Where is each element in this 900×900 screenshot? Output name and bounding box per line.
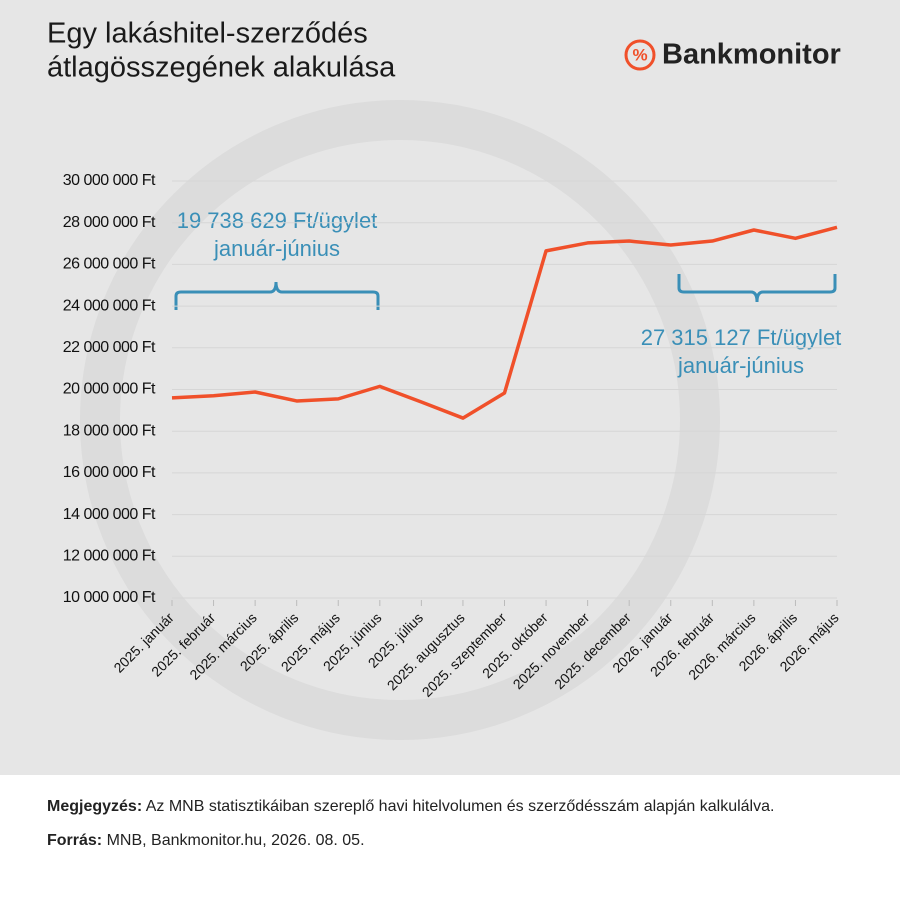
- annotation: 19 738 629 Ft/ügylet: [177, 208, 378, 233]
- y-tick-label: 30 000 000 Ft: [63, 172, 156, 189]
- chart-title: Egy lakáshitel-szerződés: [47, 18, 368, 50]
- chart-title: átlagösszegének alakulása: [47, 52, 396, 84]
- logo-icon: [624, 39, 656, 71]
- y-tick-label: 10 000 000 Ft: [63, 589, 156, 606]
- logo-text: Bankmonitor: [662, 39, 841, 71]
- y-tick-label: 12 000 000 Ft: [63, 548, 156, 565]
- y-tick-label: 18 000 000 Ft: [63, 422, 156, 439]
- y-tick-label: 22 000 000 Ft: [63, 339, 156, 356]
- y-tick-label: 14 000 000 Ft: [63, 506, 156, 523]
- line: [171, 225, 838, 420]
- watermark: [80, 100, 720, 740]
- y-tick-label: 20 000 000 Ft: [63, 381, 156, 398]
- annotation: január-június: [677, 353, 804, 378]
- y-tick-label: 16 000 000 Ft: [63, 464, 156, 481]
- annotation: január-június: [213, 236, 340, 261]
- source: Forrás: MNB, Bankmonitor.hu, 2026. 08. 0…: [47, 830, 857, 852]
- y-tick-label: 24 000 000 Ft: [63, 297, 156, 314]
- annotation: 27 315 127 Ft/ügylet: [641, 325, 842, 350]
- source-label: Forrás:: [47, 832, 103, 849]
- bracket: [677, 274, 837, 303]
- note-text: Az MNB statisztikáiban szereplő havi hit…: [145, 798, 775, 815]
- y-tick-label: 28 000 000 Ft: [63, 214, 156, 231]
- notes: Megjegyzés: Az MNB statisztikáiban szere…: [47, 796, 857, 864]
- logo-icon-text: %: [632, 45, 647, 64]
- source-text: MNB, Bankmonitor.hu, 2026. 08. 05.: [106, 832, 365, 849]
- bracket: [174, 281, 380, 310]
- y-tick-label: 26 000 000 Ft: [63, 256, 156, 273]
- grid: [172, 180, 837, 599]
- note: Megjegyzés: Az MNB statisztikáiban szere…: [47, 796, 857, 818]
- note-label: Megjegyzés:: [47, 798, 143, 815]
- chart: Egy lakáshitel-szerződés átlagösszegének…: [0, 0, 900, 775]
